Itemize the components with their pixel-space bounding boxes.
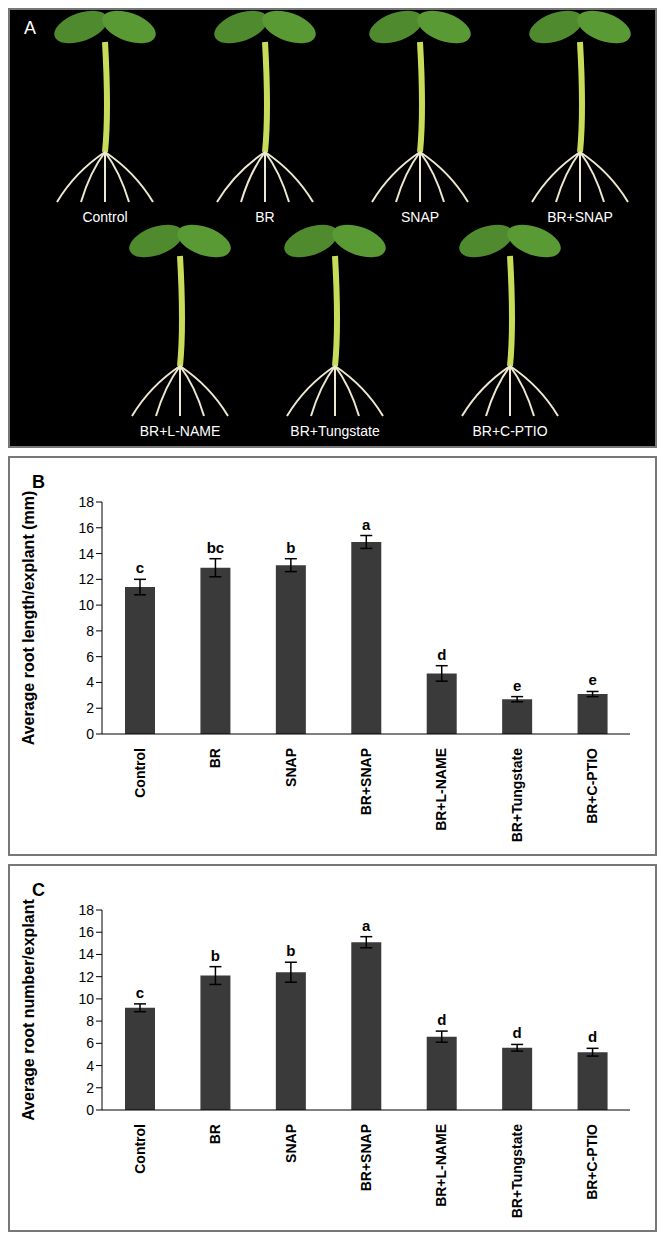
svg-text:8: 8 (86, 1013, 94, 1029)
svg-text:BR+Tungstate: BR+Tungstate (509, 748, 525, 842)
svg-text:Average root length/explant (m: Average root length/explant (mm) (20, 491, 37, 746)
svg-text:BR+L-NAME: BR+L-NAME (433, 1124, 449, 1207)
svg-text:SNAP: SNAP (283, 748, 299, 787)
svg-text:BR+C-PTIO: BR+C-PTIO (584, 1124, 600, 1200)
svg-text:c: c (136, 559, 144, 576)
html-text:B: B (32, 472, 45, 492)
svg-text:d: d (437, 646, 446, 663)
svg-text:8: 8 (86, 623, 94, 639)
svg-text:14: 14 (78, 946, 94, 962)
svg-text:d: d (437, 1011, 446, 1028)
svg-text:BR+C-PTIO: BR+C-PTIO (584, 748, 600, 824)
svg-text:SNAP: SNAP (283, 1124, 299, 1163)
svg-text:BR+SNAP: BR+SNAP (358, 1124, 374, 1191)
svg-text:6: 6 (86, 1035, 94, 1051)
svg-text:b: b (211, 947, 220, 964)
svg-text:Control: Control (82, 209, 127, 225)
svg-text:e: e (513, 677, 521, 694)
svg-text:6: 6 (86, 649, 94, 665)
svg-text:18: 18 (78, 902, 94, 918)
svg-text:0: 0 (86, 1102, 94, 1118)
svg-text:SNAP: SNAP (401, 209, 439, 225)
svg-text:b: b (286, 539, 295, 556)
svg-text:0: 0 (86, 726, 94, 742)
svg-text:d: d (588, 1028, 597, 1045)
svg-text:18: 18 (78, 494, 94, 510)
svg-text:a: a (362, 516, 371, 533)
svg-text:10: 10 (78, 597, 94, 613)
svg-text:12: 12 (78, 969, 94, 985)
svg-text:10: 10 (78, 991, 94, 1007)
svg-text:4: 4 (86, 674, 94, 690)
svg-text:BR+Tungstate: BR+Tungstate (290, 423, 380, 439)
svg-text:2: 2 (86, 1080, 94, 1096)
svg-text:BR+L-NAME: BR+L-NAME (433, 748, 449, 831)
svg-text:BR: BR (207, 748, 223, 768)
svg-text:Control: Control (132, 748, 148, 798)
svg-text:BR+SNAP: BR+SNAP (547, 209, 613, 225)
svg-text:14: 14 (78, 546, 94, 562)
svg-text:BR+Tungstate: BR+Tungstate (509, 1124, 525, 1218)
svg-text:16: 16 (78, 924, 94, 940)
svg-text:a: a (362, 917, 371, 934)
svg-text:BR: BR (255, 209, 274, 225)
svg-text:BR+SNAP: BR+SNAP (358, 748, 374, 815)
svg-text:c: c (136, 984, 144, 1001)
svg-text:Control: Control (132, 1124, 148, 1174)
svg-text:BR+L-NAME: BR+L-NAME (140, 423, 221, 439)
svg-text:b: b (286, 942, 295, 959)
svg-text:e: e (588, 671, 596, 688)
svg-text:bc: bc (207, 539, 225, 556)
svg-text:BR: BR (207, 1124, 223, 1144)
svg-text:2: 2 (86, 700, 94, 716)
svg-text:BR+C-PTIO: BR+C-PTIO (472, 423, 547, 439)
svg-text:4: 4 (86, 1058, 94, 1074)
html-text:C: C (32, 880, 45, 900)
svg-text:12: 12 (78, 571, 94, 587)
svg-text:Average root number/explant: Average root number/explant (20, 898, 37, 1120)
svg-text:16: 16 (78, 520, 94, 536)
svg-text:d: d (513, 1024, 522, 1041)
svg-text:A: A (24, 18, 36, 38)
